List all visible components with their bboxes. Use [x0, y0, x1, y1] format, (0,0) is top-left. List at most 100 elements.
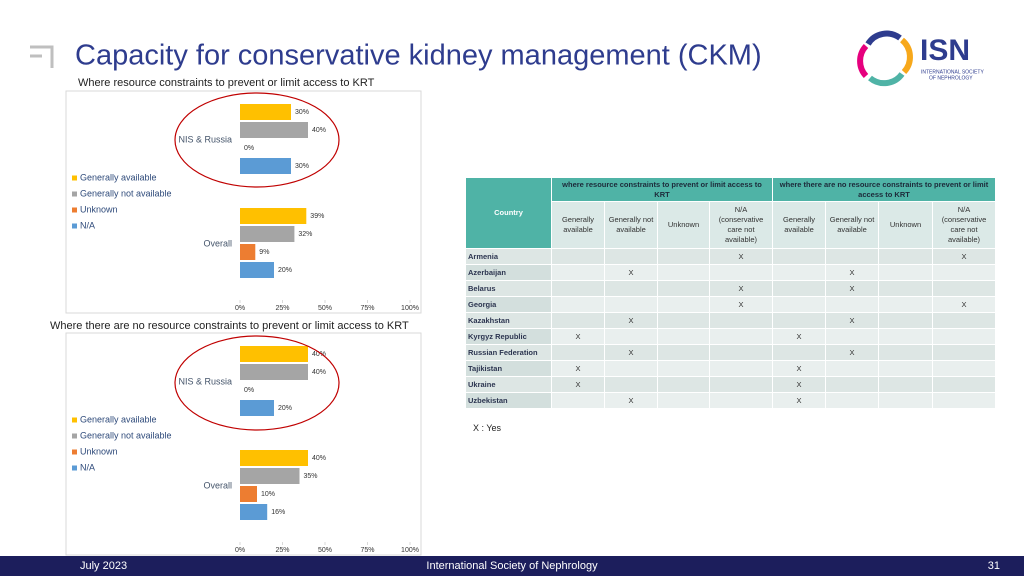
mark-cell: X — [825, 280, 879, 297]
legend-label: Unknown — [80, 446, 118, 456]
x-tick-label: 50% — [318, 305, 332, 312]
highlight-ellipse — [174, 335, 340, 431]
mark-cell — [932, 360, 996, 377]
x-tick-label: 0% — [235, 305, 245, 312]
logo-icon — [857, 30, 913, 87]
mark-cell — [825, 376, 879, 393]
mark-cell — [878, 264, 933, 281]
mark-cell — [657, 376, 710, 393]
x-tick-label: 75% — [360, 547, 374, 554]
country-cell: Belarus — [465, 280, 552, 297]
x-tick-label: 100% — [401, 547, 419, 554]
mark-cell — [551, 280, 605, 297]
column-header: Unknown — [657, 201, 710, 249]
value-label: 30% — [295, 163, 309, 170]
mark-cell: X — [772, 376, 826, 393]
mark-cell — [604, 328, 658, 345]
mark-cell — [932, 344, 996, 361]
legend-swatch — [72, 175, 77, 181]
mark-cell — [657, 312, 710, 329]
value-label: 40% — [312, 351, 326, 358]
mark-cell — [657, 392, 710, 409]
legend-swatch — [72, 449, 77, 455]
legend-swatch — [72, 207, 77, 213]
mark-cell — [932, 392, 996, 409]
mark-cell — [551, 312, 605, 329]
column-header: Generally available — [551, 201, 605, 249]
bar — [240, 450, 308, 466]
country-cell: Georgia — [465, 296, 552, 313]
mark-cell — [657, 328, 710, 345]
value-label: 10% — [261, 491, 275, 498]
group-header: where there are no resource constraints … — [772, 177, 996, 202]
highlight-ellipse — [174, 92, 340, 188]
bar — [240, 122, 308, 138]
mark-cell — [932, 280, 996, 297]
mark-cell — [932, 376, 996, 393]
mark-cell — [604, 280, 658, 297]
x-tick-label: 50% — [318, 547, 332, 554]
mark-cell — [657, 344, 710, 361]
country-table: Country where resource constraints to pre… — [465, 177, 996, 409]
x-tick-label: 0% — [235, 547, 245, 554]
column-header: N/A (conservative care not available) — [709, 201, 773, 249]
mark-cell — [709, 328, 773, 345]
legend-label: N/A — [80, 220, 95, 230]
mark-cell — [551, 344, 605, 361]
country-cell: Kazakhstan — [465, 312, 552, 329]
bar — [240, 346, 308, 362]
mark-cell — [825, 360, 879, 377]
bar — [240, 104, 291, 120]
mark-cell: X — [825, 344, 879, 361]
category-label: Overall — [203, 238, 232, 248]
value-label: 40% — [312, 455, 326, 462]
legend-label: Generally available — [80, 414, 157, 424]
country-cell: Ukraine — [465, 376, 552, 393]
mark-cell — [825, 296, 879, 313]
mark-cell — [878, 312, 933, 329]
mark-cell — [932, 328, 996, 345]
legend-label: Generally available — [80, 172, 157, 182]
mark-cell: X — [772, 328, 826, 345]
value-label: 35% — [304, 473, 318, 480]
country-cell: Kyrgyz Republic — [465, 328, 552, 345]
mark-cell — [709, 376, 773, 393]
mark-cell — [878, 328, 933, 345]
mark-cell: X — [604, 312, 658, 329]
legend-swatch — [72, 191, 77, 197]
legend-label: Unknown — [80, 204, 118, 214]
mark-cell — [825, 392, 879, 409]
mark-cell: X — [709, 296, 773, 313]
footer-page: 31 — [988, 560, 1000, 572]
mark-cell: X — [551, 376, 605, 393]
mark-cell: X — [551, 360, 605, 377]
mark-cell — [551, 248, 605, 265]
mark-cell — [657, 264, 710, 281]
mark-cell: X — [604, 264, 658, 281]
value-label: 39% — [310, 213, 324, 220]
bar — [240, 262, 274, 278]
x-tick-label: 100% — [401, 305, 419, 312]
mark-cell — [772, 248, 826, 265]
mark-cell — [878, 280, 933, 297]
legend-swatch — [72, 465, 77, 471]
chart-subtitle: Where there are no resource constraints … — [50, 320, 409, 332]
footer-date: July 2023 — [80, 560, 127, 572]
group-header: where resource constraints to prevent or… — [551, 177, 773, 202]
legend-swatch — [72, 223, 77, 229]
corner-mark — [30, 45, 54, 68]
mark-cell — [709, 312, 773, 329]
slide-title: Capacity for conservative kidney managem… — [75, 40, 762, 72]
logo-acronym: ISN — [920, 34, 970, 67]
country-cell: Russian Federation — [465, 344, 552, 361]
mark-cell: X — [604, 344, 658, 361]
mark-cell — [657, 296, 710, 313]
mark-cell — [825, 328, 879, 345]
bar — [240, 400, 274, 416]
category-label: Overall — [203, 480, 232, 490]
country-cell: Azerbaijan — [465, 264, 552, 281]
bar — [240, 244, 256, 260]
column-header: Generally available — [772, 201, 826, 249]
